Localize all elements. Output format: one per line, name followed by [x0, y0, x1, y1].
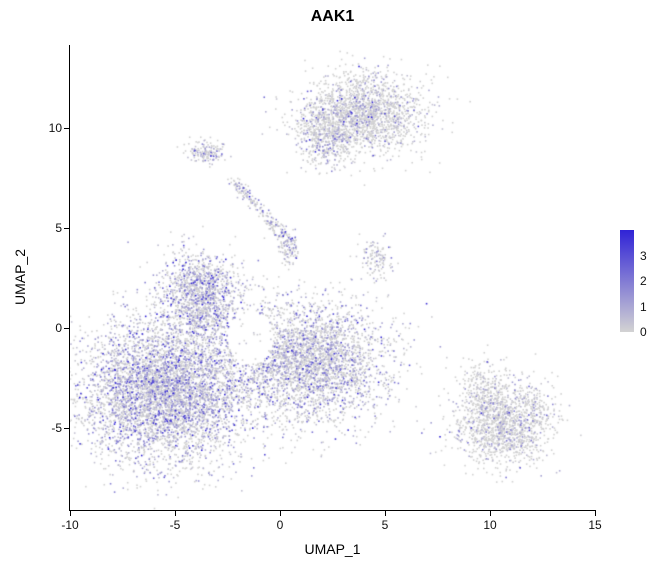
expression-colorbar	[620, 230, 634, 332]
y-tick-mark	[64, 128, 69, 129]
x-tick-mark	[70, 511, 71, 516]
y-tick-label: 0	[55, 321, 62, 335]
x-tick-label: 5	[381, 518, 389, 532]
x-tick-mark	[175, 511, 176, 516]
colorbar-tick-label: 1	[640, 299, 647, 314]
colorbar-tick-label: 2	[640, 274, 647, 288]
y-tick-mark	[64, 328, 69, 329]
x-tick-label: 10	[483, 518, 497, 532]
y-tick-label: -5	[51, 421, 62, 435]
colorbar-tick-label: 3	[640, 248, 647, 263]
x-tick-label: 15	[588, 518, 602, 532]
y-axis-line	[69, 45, 70, 511]
y-tick-mark	[64, 428, 69, 429]
x-tick-mark	[280, 511, 281, 516]
y-tick-label: 5	[55, 221, 62, 235]
y-tick-label: 10	[48, 121, 62, 135]
x-tick-mark	[385, 511, 386, 516]
x-tick-label: -10	[61, 518, 79, 532]
x-tick-mark	[490, 511, 491, 516]
x-tick-mark	[595, 511, 596, 516]
y-axis-title: UMAP_2	[12, 248, 28, 306]
colorbar-tick-label: 0	[640, 325, 647, 339]
plot-title: AAK1	[310, 8, 355, 25]
x-axis-line	[69, 510, 596, 511]
x-tick-label: -5	[169, 518, 181, 532]
x-axis-title: UMAP_1	[304, 541, 361, 557]
x-tick-label: 0	[276, 518, 284, 532]
y-tick-mark	[64, 228, 69, 229]
